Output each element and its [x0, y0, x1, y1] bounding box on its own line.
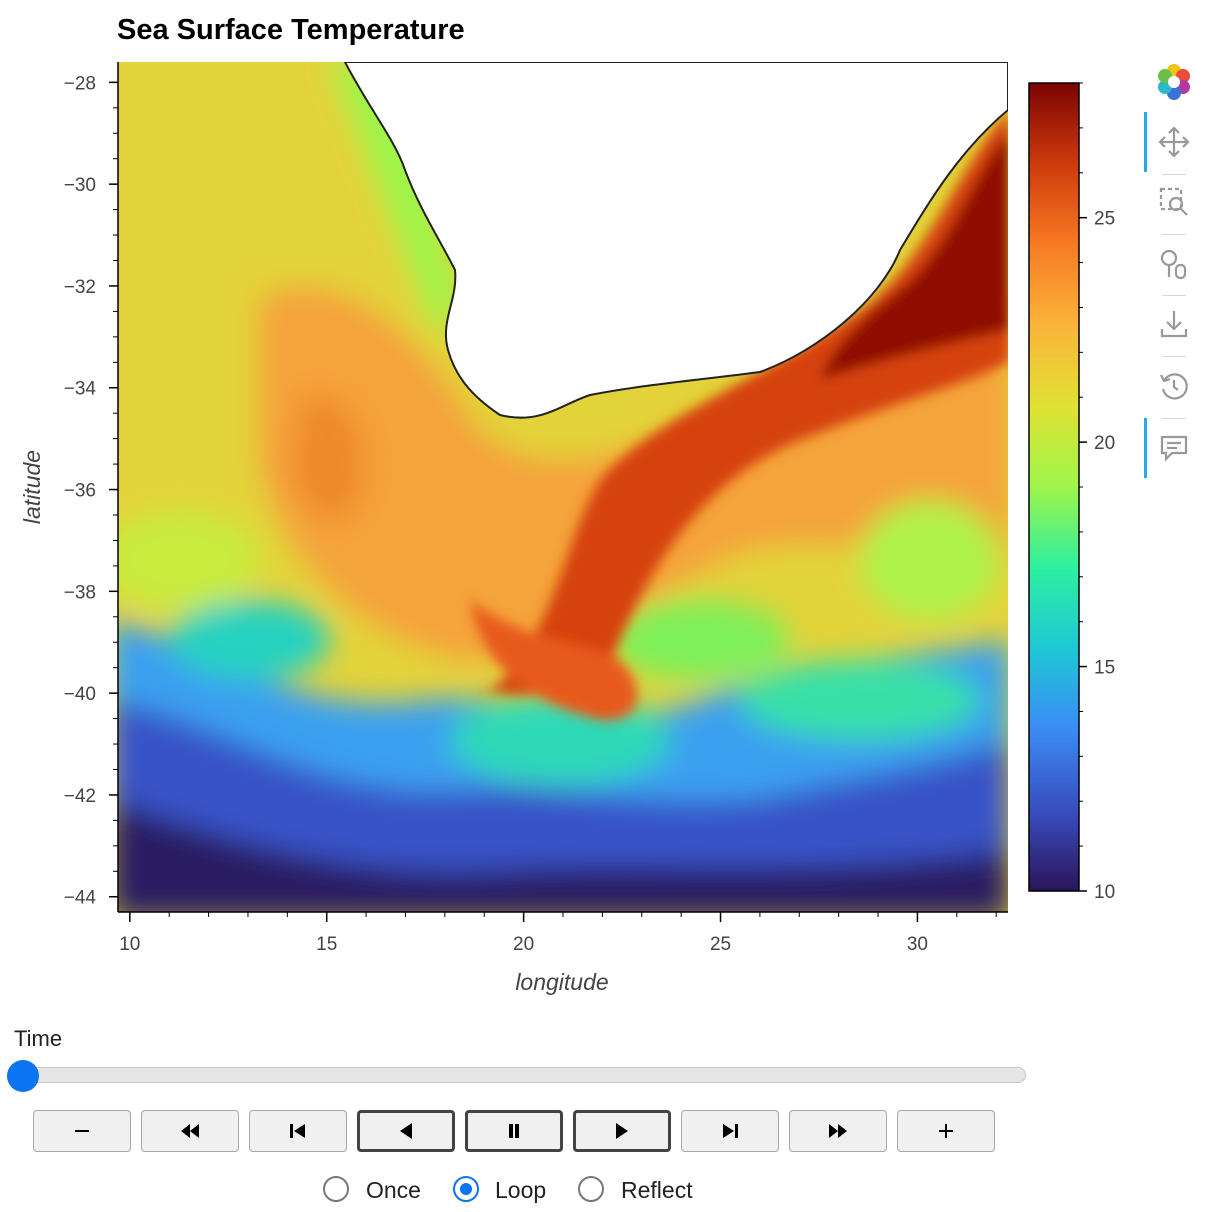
colorbar-tick-label: 25: [1094, 209, 1115, 230]
x-axis: 10 15 20 25 30: [119, 912, 997, 955]
y-tick-label: −30: [64, 175, 96, 196]
wheel-zoom-icon[interactable]: [1152, 242, 1196, 286]
loop-option-once-label: Once: [366, 1177, 421, 1203]
play-reverse-icon: [400, 1123, 412, 1139]
plus-icon: [939, 1124, 953, 1138]
y-tick-label: −36: [64, 481, 96, 502]
decrement-button[interactable]: [33, 1110, 131, 1152]
loop-option-once-radio[interactable]: [323, 1176, 349, 1202]
chart-title: Sea Surface Temperature: [117, 14, 465, 46]
sst-heatmap: [118, 62, 1008, 912]
y-tick-label: −32: [64, 277, 96, 298]
x-tick-label: 30: [907, 934, 928, 955]
x-tick-label: 15: [316, 934, 337, 955]
y-tick-label: −34: [64, 379, 97, 400]
loop-option-reflect-radio[interactable]: [578, 1176, 604, 1202]
hover-icon[interactable]: [1152, 426, 1196, 470]
colorbar-tick-label: 20: [1094, 433, 1115, 454]
step-forward-button[interactable]: [681, 1110, 779, 1152]
y-tick-label: −38: [64, 582, 96, 603]
hover-active-indicator: [1144, 418, 1147, 478]
x-tick-label: 25: [710, 934, 731, 955]
pause-button[interactable]: [465, 1110, 563, 1152]
colorbar-axis: 10 15 20 25: [1079, 82, 1115, 903]
play-icon: [616, 1123, 628, 1139]
save-icon[interactable]: [1152, 302, 1196, 346]
bokeh-logo-icon[interactable]: [1152, 60, 1196, 104]
play-button[interactable]: [573, 1110, 671, 1152]
pause-icon: [509, 1124, 519, 1138]
pan-icon[interactable]: [1152, 120, 1196, 164]
increment-button[interactable]: [897, 1110, 995, 1152]
loop-option-loop-label: Loop: [495, 1177, 547, 1203]
step-forward-icon: [723, 1124, 738, 1138]
y-tick-label: −44: [64, 888, 97, 909]
step-back-icon: [290, 1124, 305, 1138]
x-tick-label: 10: [119, 934, 140, 955]
reset-icon[interactable]: [1152, 364, 1196, 408]
x-tick-label: 20: [513, 934, 534, 955]
colorbar-tick-label: 10: [1094, 882, 1115, 903]
first-frame-button[interactable]: [141, 1110, 239, 1152]
time-slider-handle[interactable]: [7, 1060, 39, 1092]
time-slider-track[interactable]: [22, 1067, 1026, 1083]
play-reverse-button[interactable]: [357, 1110, 455, 1152]
y-tick-label: −28: [64, 73, 96, 94]
time-label: Time: [14, 1026, 63, 1051]
colorbar-tick-label: 15: [1094, 658, 1115, 679]
pan-active-indicator: [1144, 112, 1147, 172]
last-icon: [829, 1124, 847, 1138]
box-zoom-icon[interactable]: [1152, 180, 1196, 224]
last-frame-button[interactable]: [789, 1110, 887, 1152]
y-tick-label: −42: [64, 786, 96, 807]
y-tick-label: −40: [64, 684, 96, 705]
step-back-button[interactable]: [249, 1110, 347, 1152]
loop-option-loop-radio[interactable]: [453, 1176, 479, 1202]
toolbar: [1140, 56, 1212, 486]
colorbar: [1028, 82, 1080, 892]
y-axis-label: latitude: [19, 450, 45, 524]
y-axis: −28 −30 −32 −34 −36 −38 −40 −42 −44: [64, 73, 118, 909]
minus-icon: [75, 1130, 89, 1132]
x-axis-label: longitude: [515, 969, 608, 995]
first-icon: [181, 1124, 199, 1138]
chart-svg: −28 −30 −32 −34 −36 −38 −40 −42 −44 10 15 20 25 30 l…: [19, 62, 1115, 995]
loop-option-reflect-label: Reflect: [621, 1177, 693, 1203]
